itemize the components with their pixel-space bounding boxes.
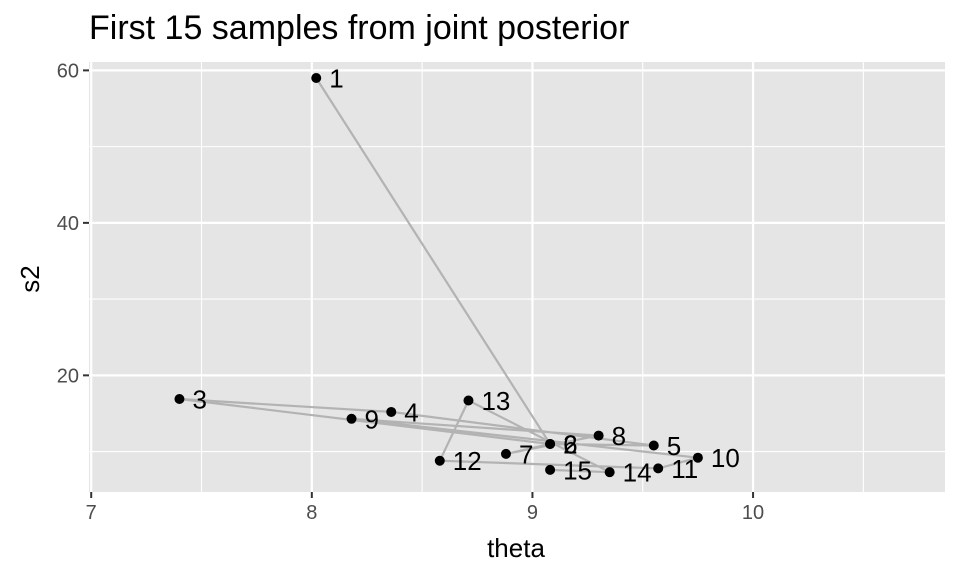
x-axis: 7 8 9 10 bbox=[86, 492, 764, 524]
sample-point bbox=[545, 464, 556, 475]
sample-label: 9 bbox=[365, 404, 379, 434]
major-gridlines bbox=[89, 62, 945, 492]
sample-label: 11 bbox=[671, 454, 698, 484]
sample-label: 13 bbox=[481, 386, 510, 416]
chart-title: First 15 samples from joint posterior bbox=[89, 9, 629, 47]
y-tick-label: 20 bbox=[57, 365, 79, 387]
sample-point bbox=[593, 430, 604, 441]
sample-point bbox=[311, 73, 322, 84]
x-tick-label: 10 bbox=[742, 502, 764, 524]
y-axis: 20 40 60 bbox=[57, 60, 89, 387]
x-tick-label: 7 bbox=[86, 502, 97, 524]
sample-point bbox=[463, 395, 474, 406]
sample-label: 14 bbox=[623, 458, 652, 488]
sample-point bbox=[648, 440, 659, 451]
plot-panel bbox=[89, 62, 945, 492]
sample-label: 2 bbox=[563, 429, 577, 459]
y-tick-label: 60 bbox=[57, 60, 79, 82]
sample-point bbox=[692, 452, 703, 463]
minor-gridlines bbox=[89, 62, 945, 492]
y-axis-title: s2 bbox=[15, 265, 45, 292]
sample-label: 15 bbox=[563, 455, 592, 485]
sample-points bbox=[174, 73, 703, 478]
sample-point bbox=[174, 393, 185, 404]
sample-point bbox=[604, 467, 615, 478]
x-tick-label: 8 bbox=[306, 502, 317, 524]
sample-label: 7 bbox=[519, 439, 533, 469]
sample-label: 10 bbox=[711, 443, 740, 473]
sample-label: 1 bbox=[329, 64, 343, 94]
sample-label: 8 bbox=[612, 421, 626, 451]
sample-label: 6 bbox=[563, 429, 577, 459]
x-tick-label: 9 bbox=[527, 502, 538, 524]
sample-point bbox=[386, 406, 397, 417]
sample-point bbox=[346, 413, 357, 424]
sample-label: 3 bbox=[192, 384, 206, 414]
sample-point bbox=[545, 438, 556, 449]
sample-label: 5 bbox=[667, 431, 681, 461]
sample-point bbox=[434, 455, 445, 466]
sample-point bbox=[500, 448, 511, 459]
sample-label: 12 bbox=[453, 446, 482, 476]
sample-point bbox=[653, 463, 664, 474]
sample-label: 4 bbox=[404, 397, 418, 427]
y-tick-label: 40 bbox=[57, 213, 79, 235]
x-axis-title: theta bbox=[487, 533, 545, 563]
